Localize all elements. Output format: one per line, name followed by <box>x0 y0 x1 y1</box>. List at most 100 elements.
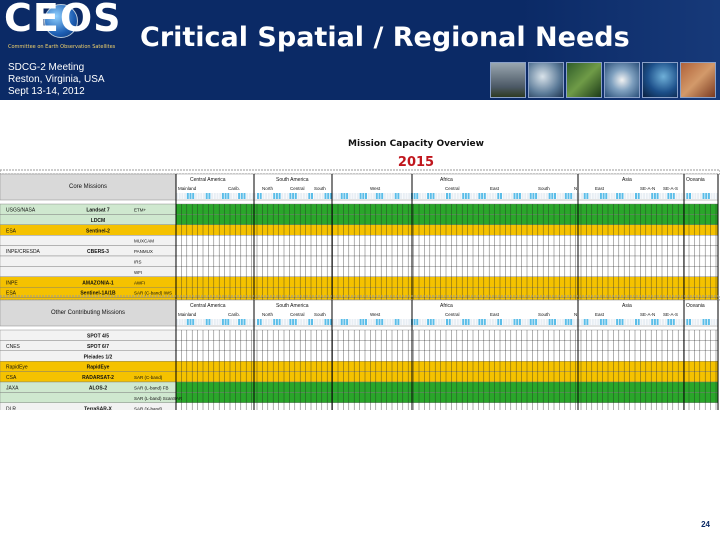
coverage-strip-cell <box>243 319 246 325</box>
coverage-strip-cell <box>383 193 386 199</box>
coverage-strip-cell <box>683 319 686 325</box>
coverage-strip-cell <box>451 319 454 325</box>
coverage-strip-cell <box>486 193 489 199</box>
coverage-strip-cell <box>710 319 713 325</box>
coverage-strip-cell <box>240 319 243 325</box>
coverage-strip-cell <box>516 193 519 199</box>
coverage-strip-cell <box>594 319 597 325</box>
coverage-strip-cell <box>470 319 473 325</box>
logo-text: CEOS <box>4 0 122 40</box>
coverage-strip-cell <box>689 193 691 199</box>
subregion-label: South <box>314 312 326 317</box>
coverage-strip-cell <box>618 193 621 199</box>
coverage-strip-cell <box>448 193 451 199</box>
agency-cell: USGS/NASA <box>6 208 36 214</box>
coverage-strip-cell <box>392 319 394 325</box>
coverage-strip-cell <box>321 319 324 325</box>
coverage-strip-cell <box>626 319 629 325</box>
coverage-strip-cell <box>537 319 540 325</box>
coverage-strip-cell <box>491 319 494 325</box>
coverage-strip-cell <box>494 193 497 199</box>
coverage-strip-cell <box>570 193 573 199</box>
coverage-strip-cell <box>300 319 303 325</box>
coverage-strip-cell <box>375 193 378 199</box>
coverage-strip-cell <box>707 319 710 325</box>
coverage-strip-cell <box>518 319 521 325</box>
coverage-strip-cell <box>586 193 589 199</box>
coverage-strip-cell <box>694 193 697 199</box>
coverage-strip-cell <box>267 193 270 199</box>
coverage-strip-cell <box>562 319 565 325</box>
coverage-strip-cell <box>705 193 708 199</box>
coverage-strip-cell <box>340 319 343 325</box>
coverage-strip-cell <box>227 319 230 325</box>
coverage-strip-cell <box>435 193 438 199</box>
coverage-strip-cell <box>467 319 470 325</box>
mission-coverage-row <box>175 381 719 393</box>
coverage-strip-cell <box>645 319 648 325</box>
sensor-cell: SAR (L-band) ScanSAR <box>134 396 183 401</box>
coverage-strip-cell <box>400 193 403 199</box>
coverage-strip-cell <box>605 319 608 325</box>
coverage-strip-cell <box>292 193 295 199</box>
coverage-strip-cell <box>386 319 389 325</box>
coverage-strip-cell <box>559 319 562 325</box>
coverage-strip-cell <box>659 193 662 199</box>
coverage-strip-cell <box>667 319 670 325</box>
sensor-cell: WFI <box>134 270 142 275</box>
region-group-label: Africa <box>440 177 453 183</box>
coverage-strip-cell <box>335 319 338 325</box>
coverage-strip-cell <box>354 193 357 199</box>
coverage-strip-cell <box>211 319 214 325</box>
coverage-strip-cell <box>626 193 629 199</box>
coverage-strip-cell <box>267 319 270 325</box>
header-label-cell <box>0 299 177 327</box>
coverage-strip-cell <box>246 193 249 199</box>
coverage-strip-cell <box>621 193 624 199</box>
region-group-label: Africa <box>440 303 453 309</box>
coverage-strip-cell <box>602 193 605 199</box>
coverage-strip-cell <box>524 319 527 325</box>
coverage-strip-cell <box>235 319 238 325</box>
coverage-strip-cell <box>200 319 203 325</box>
coverage-strip-cell <box>635 319 637 325</box>
coverage-strip-cell <box>662 319 664 325</box>
coverage-strip-cell <box>200 193 203 199</box>
coverage-strip-cell <box>332 193 335 199</box>
coverage-strip-cell <box>397 319 400 325</box>
coverage-strip-cell <box>489 193 492 199</box>
coverage-strip-cell <box>189 319 192 325</box>
coverage-strip-cell <box>540 193 543 199</box>
satellite-photo-icon <box>528 62 564 98</box>
coverage-strip-cell <box>275 319 278 325</box>
coverage-strip-cell <box>435 319 438 325</box>
coverage-strip-cell <box>635 193 637 199</box>
logo-tagline: Committee on Earth Observation Satellite… <box>8 44 116 50</box>
coverage-strip-cell <box>184 193 187 199</box>
coverage-strip-cell <box>505 193 508 199</box>
coverage-strip-cell <box>667 193 670 199</box>
coverage-strip-cell <box>524 193 527 199</box>
coverage-strip-cell <box>367 193 370 199</box>
coverage-strip-cell <box>456 319 459 325</box>
coverage-strip-cell <box>624 319 627 325</box>
coverage-strip-cell <box>491 193 494 199</box>
coverage-strip-cell <box>305 319 308 325</box>
subregion-label: East <box>595 312 605 317</box>
coverage-strip-cell <box>424 319 427 325</box>
coverage-strip-cell <box>189 193 192 199</box>
coverage-strip-cell <box>186 319 189 325</box>
coverage-strip-cell <box>454 319 457 325</box>
terrain-photo-icon <box>680 62 716 98</box>
coverage-strip-cell <box>297 319 300 325</box>
coverage-strip-cell <box>697 193 700 199</box>
coverage-strip-cell <box>248 193 251 199</box>
subregion-label: West <box>370 186 381 191</box>
coverage-strip-cell <box>313 319 316 325</box>
coverage-strip-cell <box>640 319 643 325</box>
coverage-strip-cell <box>186 193 189 199</box>
coverage-strip-cell <box>316 319 319 325</box>
coverage-strip-cell <box>338 193 340 199</box>
meeting-name: SDCG-2 Meeting <box>8 62 85 73</box>
forest-photo-icon <box>566 62 602 98</box>
